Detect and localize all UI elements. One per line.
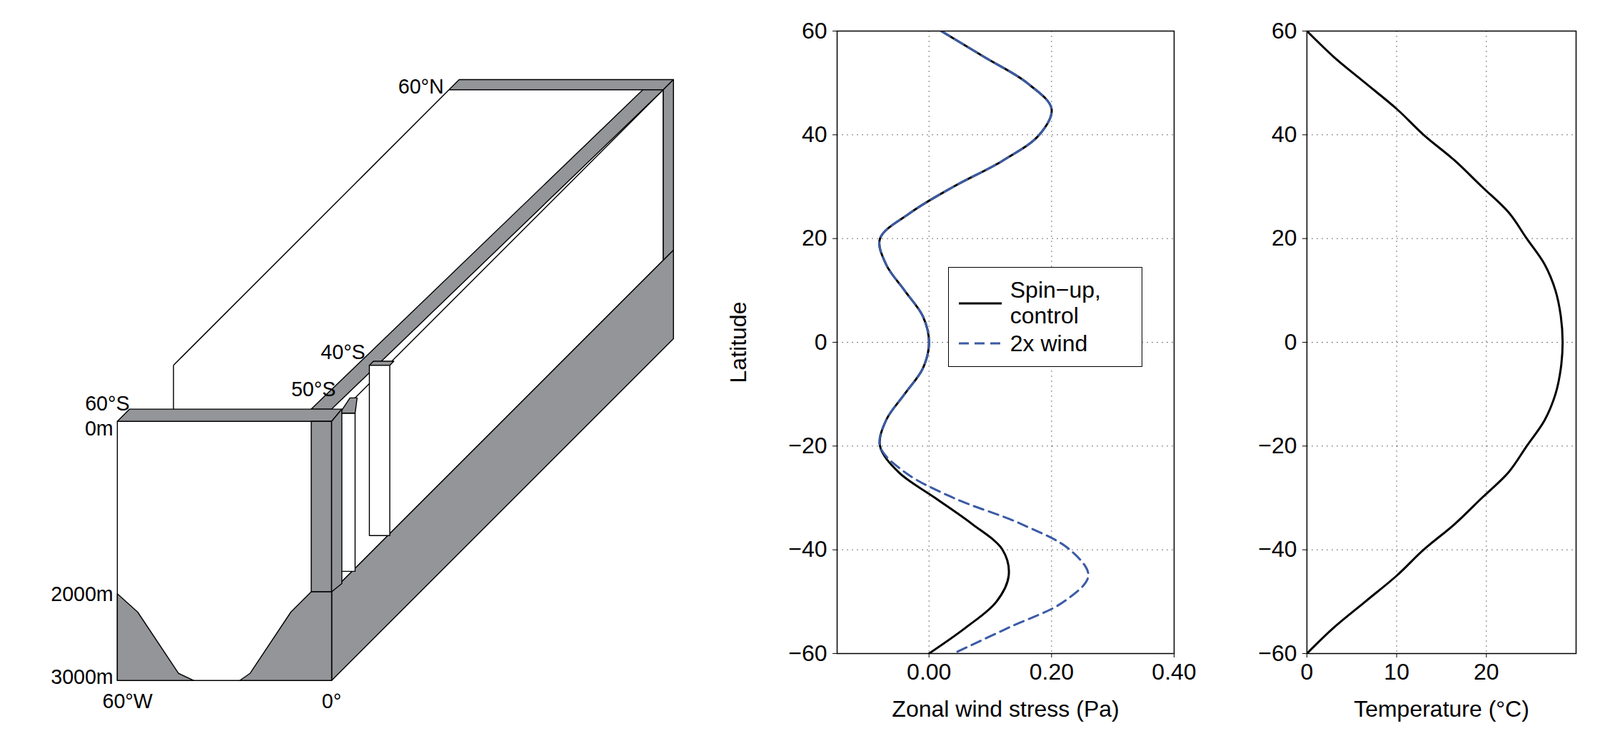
- svg-text:0: 0: [814, 329, 828, 355]
- svg-text:0: 0: [1300, 658, 1314, 685]
- svg-text:60: 60: [801, 17, 828, 44]
- svg-text:−40: −40: [788, 536, 827, 562]
- svg-text:20: 20: [1473, 658, 1500, 685]
- svg-text:60: 60: [1271, 17, 1298, 44]
- svg-text:0m: 0m: [84, 416, 114, 440]
- svg-text:0: 0: [1284, 329, 1298, 355]
- svg-text:40°S: 40°S: [320, 340, 365, 364]
- svg-text:−60: −60: [788, 640, 827, 667]
- svg-text:−60: −60: [1258, 640, 1297, 667]
- svg-text:0.20: 0.20: [1029, 658, 1074, 685]
- svg-text:2000m: 2000m: [50, 582, 113, 606]
- svg-text:0°: 0°: [321, 689, 342, 713]
- svg-text:0.40: 0.40: [1151, 658, 1196, 685]
- svg-text:0.00: 0.00: [906, 658, 952, 685]
- svg-text:10: 10: [1383, 658, 1410, 685]
- svg-text:Temperature (°C): Temperature (°C): [1353, 696, 1530, 722]
- svg-text:3000m: 3000m: [50, 665, 113, 689]
- svg-text:20: 20: [801, 224, 828, 251]
- svg-text:60°N: 60°N: [398, 74, 445, 98]
- html-text:2x wind: 2x wind: [1010, 330, 1088, 357]
- html-text:Spin−up, control: Spin−up, control: [1010, 277, 1101, 329]
- svg-text:−40: −40: [1258, 536, 1297, 562]
- svg-text:40: 40: [801, 121, 828, 148]
- svg-text:60°W: 60°W: [102, 689, 153, 713]
- svg-text:20: 20: [1271, 224, 1298, 251]
- svg-text:50°S: 50°S: [291, 377, 336, 401]
- svg-text:40: 40: [1271, 121, 1298, 148]
- svg-text:Zonal wind stress (Pa): Zonal wind stress (Pa): [891, 696, 1119, 722]
- svg-text:60°S: 60°S: [84, 391, 130, 415]
- svg-text:−20: −20: [1258, 432, 1297, 459]
- svg-text:Latitude: Latitude: [725, 302, 752, 384]
- svg-text:−20: −20: [788, 432, 827, 459]
